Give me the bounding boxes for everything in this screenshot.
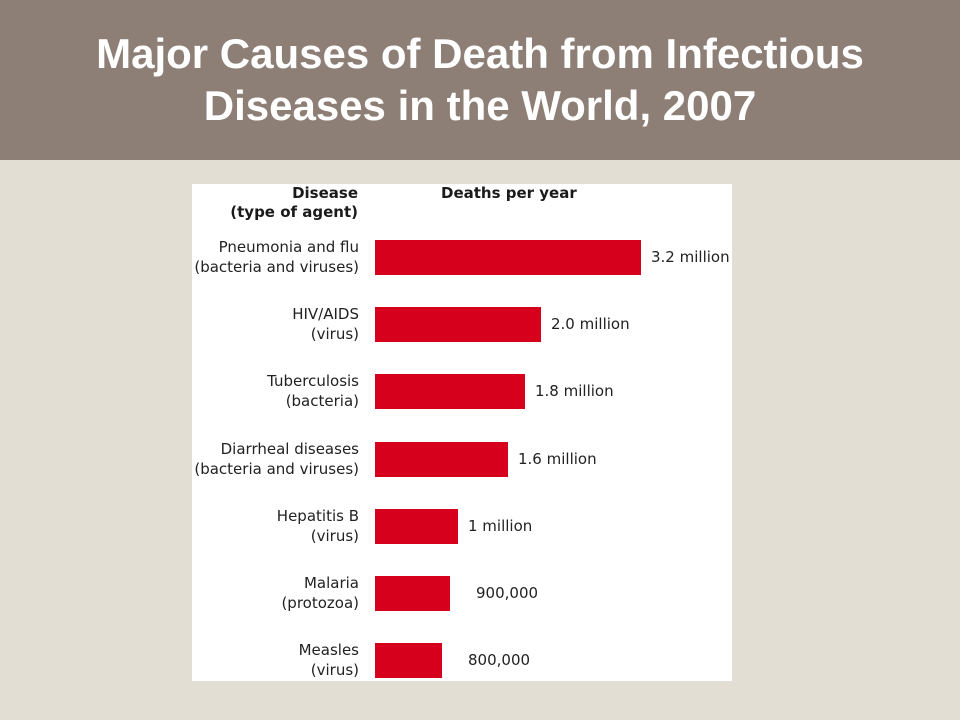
value-header: Deaths per year (441, 184, 577, 202)
value-label: 900,000 (476, 584, 539, 602)
disease-name: Pneumonia and flu (218, 238, 359, 256)
category-label: HIV/AIDS (virus) (179, 304, 359, 344)
slide-title-line-2: Diseases in the World, 2007 (203, 82, 757, 129)
slide-title-line-1: Major Causes of Death from Infectious (96, 30, 864, 77)
category-label: Malaria (protozoa) (179, 573, 359, 613)
disease-name: Hepatitis B (276, 506, 359, 525)
bar-chart-panel: Disease (type of agent) Deaths per year … (192, 184, 732, 681)
category-label: Diarrheal diseases (bacteria and viruses) (179, 439, 359, 479)
agent-type: (virus) (310, 661, 359, 680)
bar-row: Diarrheal diseases (bacteria and viruses)… (192, 439, 732, 479)
bar-row: Hepatitis B (virus) 1 million (192, 506, 732, 546)
bar-row: Tuberculosis (bacteria) 1.8 million (192, 371, 732, 411)
bar (375, 576, 450, 611)
agent-type: (bacteria and viruses) (194, 459, 359, 478)
bar (375, 508, 458, 544)
bar-row: HIV/AIDS (virus) 2.0 million (192, 304, 732, 344)
category-label: Hepatitis B (virus) (179, 506, 359, 546)
value-label: 2.0 million (551, 315, 630, 334)
disease-name: HIV/AIDS (292, 305, 359, 324)
agent-type: (bacteria and viruses) (194, 258, 359, 276)
value-label: 800,000 (468, 651, 531, 670)
agent-type: (virus) (310, 526, 359, 545)
bar (375, 307, 541, 343)
agent-type: (bacteria) (285, 392, 359, 411)
value-label: 3.2 million (651, 248, 730, 266)
bar (375, 441, 508, 477)
bar-row: Malaria (protozoa) 900,000 (192, 573, 732, 613)
category-label: Tuberculosis (bacteria) (179, 371, 359, 411)
category-header-line-1: Disease (292, 184, 358, 202)
value-label: 1 million (468, 516, 533, 535)
disease-name: Tuberculosis (267, 372, 359, 391)
category-label: Measles (virus) (179, 640, 359, 680)
disease-name: Diarrheal diseases (220, 439, 359, 458)
bar (375, 643, 442, 679)
agent-type: (virus) (310, 325, 359, 344)
category-header: Disease (type of agent) (230, 184, 358, 222)
value-label: 1.8 million (535, 382, 614, 401)
value-label: 1.6 million (518, 449, 597, 468)
agent-type: (protozoa) (281, 594, 359, 612)
disease-name: Malaria (303, 574, 359, 592)
category-label: Pneumonia and flu (bacteria and viruses) (179, 237, 359, 277)
bar (375, 240, 641, 275)
bar (375, 374, 525, 410)
bar-row: Measles (virus) 800,000 (192, 640, 732, 680)
category-header-line-2: (type of agent) (230, 203, 358, 221)
disease-name: Measles (298, 641, 359, 660)
bar-row: Pneumonia and flu (bacteria and viruses) 3… (192, 237, 732, 277)
title-banner: Major Causes of Death from Infectious Di… (0, 0, 960, 160)
